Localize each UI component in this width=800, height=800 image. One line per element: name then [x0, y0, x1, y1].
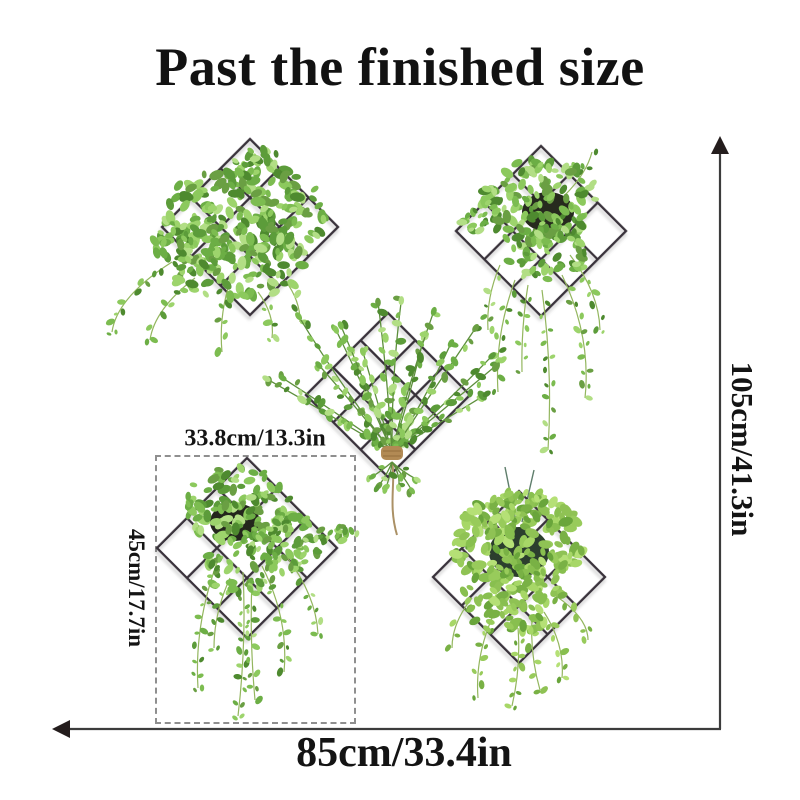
diagram-title: Past the finished size [155, 37, 645, 97]
panel-size-dashed-box [155, 455, 356, 724]
left-arrowhead-icon [52, 720, 70, 738]
up-arrowhead-icon [711, 136, 729, 154]
total-height-label: 105cm/41.3in [725, 361, 760, 537]
panel-width-label: 33.8cm/13.3in [184, 425, 326, 452]
twine-tie [381, 446, 403, 460]
hanging-string [391, 461, 398, 536]
width-arrow [52, 720, 721, 738]
height-arrow [711, 136, 729, 729]
plant-center [262, 295, 507, 536]
plant-top-left [105, 137, 340, 357]
plant-top-right [454, 144, 628, 455]
plant-bottom-left [155, 456, 360, 721]
plant-bottom-right [431, 466, 607, 711]
panel-height-label: 45cm/17.7in [124, 528, 149, 648]
total-width-label: 85cm/33.4in [296, 730, 512, 776]
